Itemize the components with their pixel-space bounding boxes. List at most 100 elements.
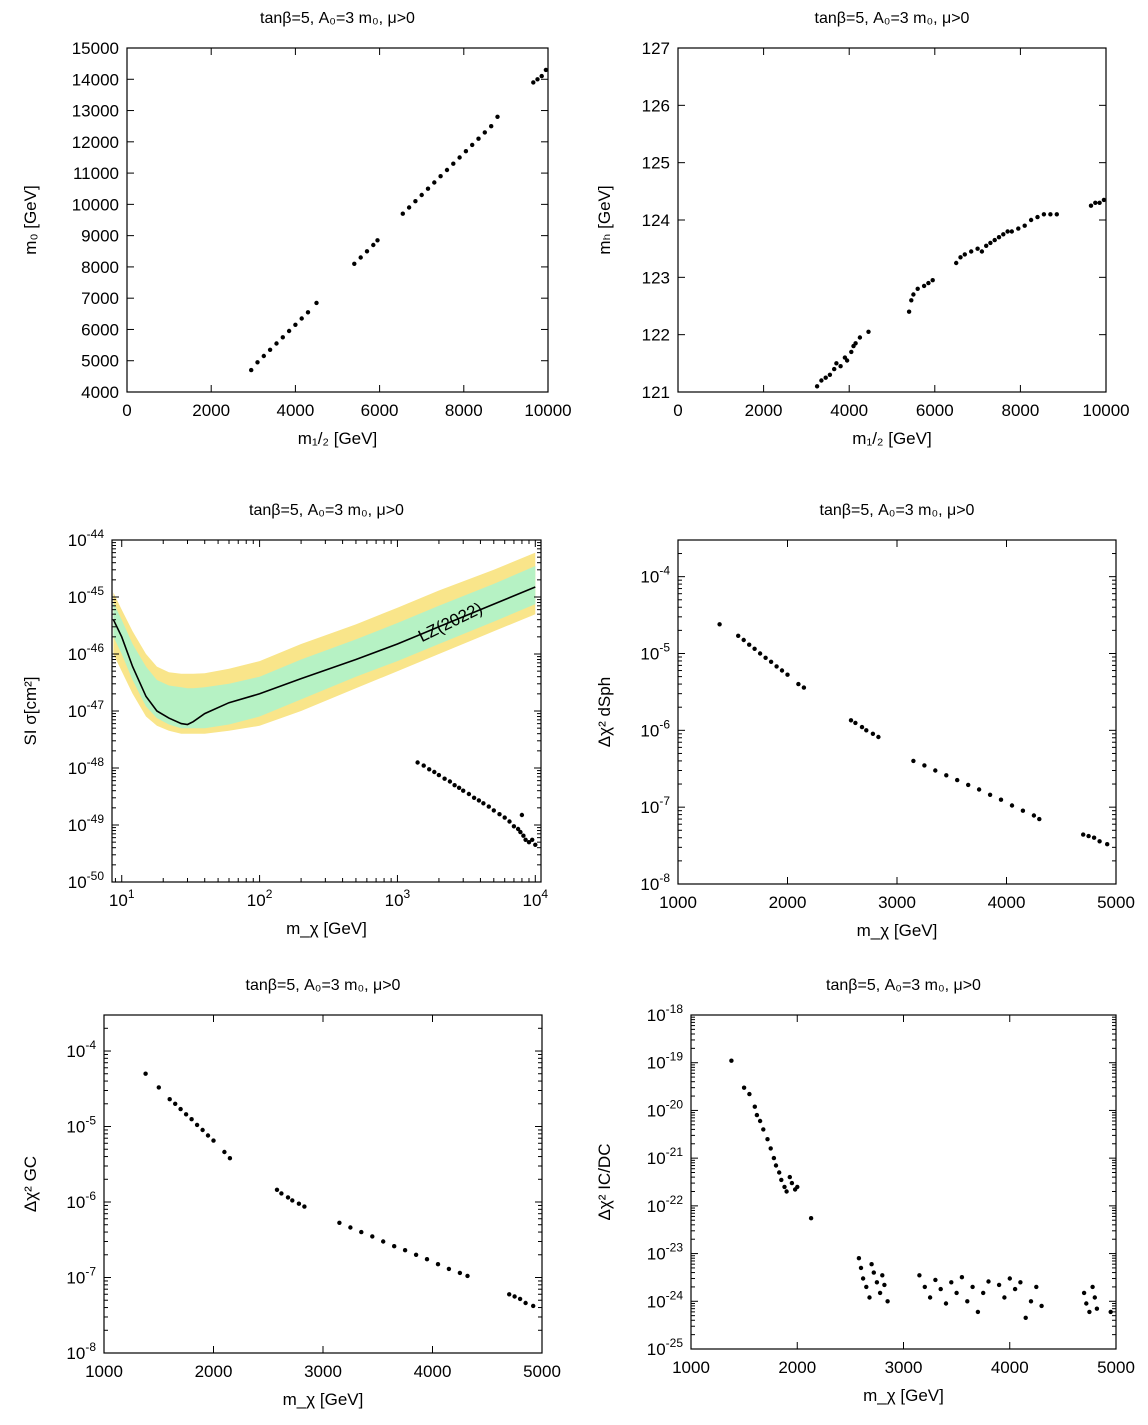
data-point — [814, 384, 820, 389]
data-point — [909, 298, 914, 303]
data-point — [461, 788, 466, 793]
x-tick-label: 8000 — [445, 401, 483, 420]
chart-title: tanβ=5, A₀=3 m₀, μ>0 — [249, 502, 404, 519]
data-point — [413, 199, 418, 204]
y-tick-label-base: 10 — [66, 1269, 85, 1288]
y-tick-label: 4000 — [81, 383, 119, 402]
data-point — [194, 1122, 200, 1128]
y-tick-label: 10-6 — [640, 717, 670, 740]
data-point — [741, 1085, 747, 1090]
data-point — [911, 292, 916, 297]
data-point — [768, 1146, 773, 1151]
data-point — [962, 252, 967, 257]
x-axis-label: m_χ [GeV] — [283, 1390, 364, 1409]
limit-median-line — [112, 586, 536, 726]
y-tick-label-base: 10 — [68, 759, 87, 778]
y-tick-label: 125 — [642, 154, 670, 173]
data-point — [954, 1290, 959, 1296]
data-point — [491, 808, 496, 813]
data-point — [1094, 1306, 1100, 1311]
x-tick-label: 1000 — [672, 1358, 710, 1377]
data-point — [523, 1300, 528, 1306]
y-axis-label: Δχ² dSph — [595, 677, 614, 747]
data-point — [249, 367, 254, 373]
x-axis-label: m₁/₂ [GeV] — [298, 429, 377, 448]
data-point — [1081, 1290, 1087, 1296]
chart-title: tanβ=5, A₀=3 m₀, μ>0 — [815, 10, 970, 27]
data-point — [857, 335, 863, 340]
x-tick-label: 10000 — [1082, 401, 1129, 420]
data-point — [787, 1174, 792, 1180]
data-point — [274, 341, 279, 346]
y-tick-label-exp: -4 — [85, 1038, 96, 1052]
data-point — [1087, 1309, 1092, 1315]
y-tick-label-exp: -7 — [85, 1265, 96, 1279]
data-point — [779, 668, 785, 673]
x-tick-label: 3000 — [304, 1362, 342, 1381]
data-point — [858, 1265, 864, 1271]
data-point — [988, 240, 993, 246]
x-tick-label-base: 10 — [522, 891, 541, 910]
y-tick-label-exp: -50 — [87, 869, 105, 883]
y-tick-label-base: 10 — [66, 1042, 85, 1061]
x-tick-label-base: 10 — [109, 891, 128, 910]
y-tick-label-base: 10 — [647, 1292, 666, 1311]
y-tick-label: 10-24 — [647, 1288, 684, 1311]
data-point — [856, 1256, 862, 1261]
data-point — [1084, 1301, 1089, 1306]
data-point — [926, 280, 931, 286]
y-tick-label: 121 — [642, 383, 670, 402]
y-tick-label-exp: -25 — [666, 1336, 684, 1350]
data-point — [167, 1097, 172, 1102]
panel-dchi2-dsph: tanβ=5, A₀=3 m₀, μ>0 1000 2000 3000 4000 5000… — [574, 480, 1148, 950]
data-point — [279, 1191, 284, 1196]
data-point — [381, 1239, 386, 1244]
x-tick-label: 5000 — [1097, 893, 1135, 912]
data-point — [452, 783, 457, 788]
y-tick-label-base: 10 — [647, 1197, 666, 1216]
data-point — [507, 1292, 512, 1297]
data-point — [779, 1177, 784, 1183]
y-tick-label: 126 — [642, 96, 670, 115]
data-point — [1007, 1276, 1012, 1281]
data-point — [1016, 226, 1021, 231]
x-tick-label: 2000 — [745, 401, 783, 420]
data-point — [1035, 214, 1040, 220]
x-tick-label-exp: 2 — [266, 887, 273, 901]
x-tick-label: 1000 — [85, 1362, 123, 1381]
data-point — [921, 283, 927, 289]
x-tick-label-exp: 1 — [128, 887, 135, 901]
data-point — [1023, 1315, 1028, 1320]
data-point — [986, 1279, 991, 1284]
data-point — [1090, 1284, 1095, 1290]
chart-title: tanβ=5, A₀=3 m₀, μ>0 — [826, 977, 981, 994]
data-point — [299, 316, 304, 321]
data-point — [771, 1155, 777, 1161]
x-tick-label: 6000 — [361, 401, 399, 420]
data-point — [1020, 808, 1026, 813]
y-tick-label-base: 10 — [640, 644, 659, 663]
data-point — [436, 772, 442, 778]
data-point — [442, 776, 447, 781]
x-tick-label: 103 — [385, 887, 411, 910]
x-tick-label-base: 10 — [247, 891, 266, 910]
data-point — [432, 180, 437, 185]
chart-dchi2-gc: tanβ=5, A₀=3 m₀, μ>0 1000 2000 3000 4000 5000… — [21, 977, 561, 1409]
x-tick-label: 4000 — [988, 893, 1026, 912]
data-point — [782, 1184, 787, 1190]
data-point — [1028, 217, 1034, 223]
x-tick-label: 2000 — [192, 401, 230, 420]
data-point — [969, 249, 974, 254]
y-tick-label-base: 10 — [68, 588, 87, 607]
data-point — [476, 798, 482, 803]
y-tick-label: 9000 — [81, 227, 119, 246]
data-point — [463, 149, 469, 154]
data-point — [539, 73, 544, 79]
y-tick-label: 10-4 — [66, 1038, 96, 1061]
data-point — [922, 763, 927, 768]
y-tick-label: 10-44 — [68, 527, 105, 550]
y-tick-label-base: 10 — [640, 721, 659, 740]
data-point — [456, 785, 462, 790]
data-point — [915, 286, 920, 291]
y-tick-label-base: 10 — [647, 1101, 666, 1120]
